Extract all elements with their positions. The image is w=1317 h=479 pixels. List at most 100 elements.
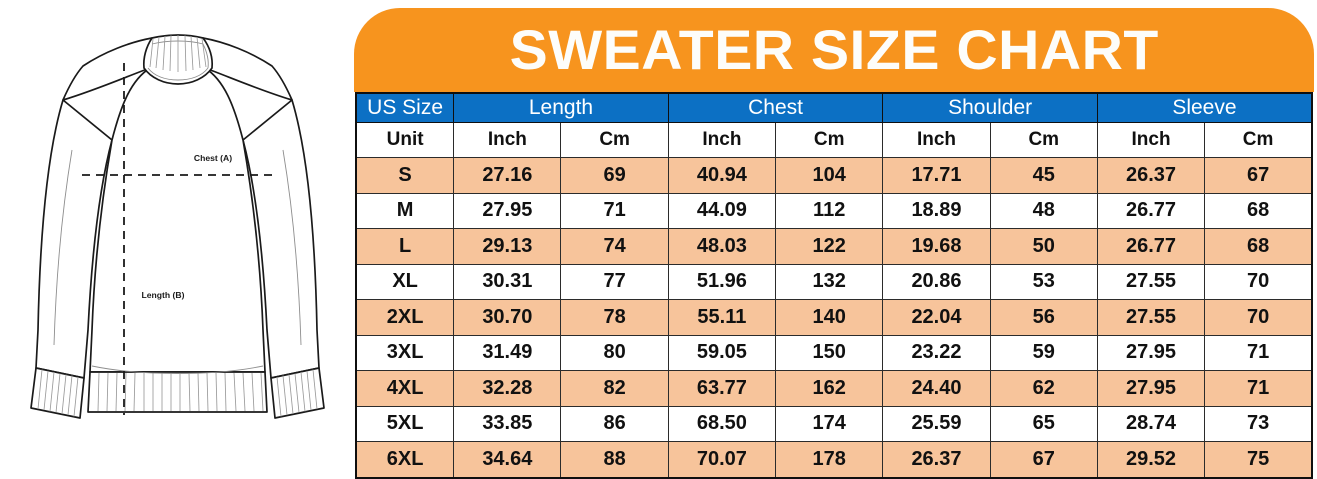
- table-row: L 29.13 74 48.03 122 19.68 50 26.77 68: [355, 228, 1313, 265]
- unit-header-shoulder-inch: Inch: [882, 122, 991, 158]
- cell-size: 2XL: [355, 299, 455, 336]
- cell-shoulder-cm: 56: [989, 299, 1098, 336]
- cell-sleeve-inch: 27.95: [1096, 334, 1206, 371]
- cell-chest-inch: 70.07: [667, 441, 777, 478]
- cell-sleeve-inch: 28.74: [1096, 405, 1206, 442]
- table-row: XL 30.31 77 51.96 132 20.86 53 27.55 70: [355, 263, 1313, 300]
- cell-shoulder-cm: 65: [989, 405, 1098, 442]
- cell-chest-cm: 132: [775, 263, 884, 300]
- unit-header-chest-cm: Cm: [775, 122, 884, 158]
- cell-length-cm: 69: [560, 157, 669, 194]
- cell-chest-cm: 178: [775, 441, 884, 478]
- group-header-row: US Size Length Chest Shoulder Sleeve: [355, 92, 1313, 123]
- cell-size: L: [355, 228, 455, 265]
- unit-header-sleeve-inch: Inch: [1096, 122, 1206, 158]
- cell-length-cm: 86: [560, 405, 669, 442]
- cell-size: M: [355, 192, 455, 229]
- cell-sleeve-cm: 67: [1204, 157, 1313, 194]
- cell-sleeve-inch: 26.77: [1096, 192, 1206, 229]
- cell-sleeve-cm: 68: [1204, 192, 1313, 229]
- group-header-sleeve: Sleeve: [1096, 92, 1313, 123]
- cell-length-cm: 82: [560, 370, 669, 407]
- cell-size: 5XL: [355, 405, 455, 442]
- cell-sleeve-inch: 27.55: [1096, 299, 1206, 336]
- cell-sleeve-cm: 68: [1204, 228, 1313, 265]
- unit-header-shoulder-cm: Cm: [989, 122, 1098, 158]
- chest-measure-label: Chest (A): [194, 153, 232, 163]
- cell-length-inch: 32.28: [453, 370, 562, 407]
- cell-shoulder-inch: 18.89: [882, 192, 991, 229]
- cell-chest-cm: 174: [775, 405, 884, 442]
- cell-shoulder-inch: 23.22: [882, 334, 991, 371]
- cell-size: 6XL: [355, 441, 455, 478]
- group-header-us-size: US Size: [355, 92, 455, 123]
- cell-sleeve-inch: 26.37: [1096, 157, 1206, 194]
- unit-header-length-inch: Inch: [453, 122, 562, 158]
- cell-chest-cm: 112: [775, 192, 884, 229]
- cell-chest-cm: 162: [775, 370, 884, 407]
- table-row: 2XL 30.70 78 55.11 140 22.04 56 27.55 70: [355, 299, 1313, 336]
- cell-sleeve-cm: 71: [1204, 334, 1313, 371]
- cell-length-inch: 31.49: [453, 334, 562, 371]
- cell-length-cm: 74: [560, 228, 669, 265]
- cell-chest-inch: 40.94: [667, 157, 777, 194]
- cell-chest-cm: 104: [775, 157, 884, 194]
- cell-shoulder-cm: 59: [989, 334, 1098, 371]
- sweater-illustration: Chest (A) Length (B): [0, 0, 352, 465]
- cell-shoulder-inch: 22.04: [882, 299, 991, 336]
- cell-chest-inch: 55.11: [667, 299, 777, 336]
- cell-length-cm: 78: [560, 299, 669, 336]
- cell-shoulder-cm: 67: [989, 441, 1098, 478]
- group-header-chest: Chest: [667, 92, 884, 123]
- cell-sleeve-cm: 73: [1204, 405, 1313, 442]
- cell-chest-inch: 68.50: [667, 405, 777, 442]
- cell-length-inch: 30.70: [453, 299, 562, 336]
- table-row: M 27.95 71 44.09 112 18.89 48 26.77 68: [355, 192, 1313, 229]
- cell-sleeve-inch: 29.52: [1096, 441, 1206, 478]
- cell-chest-cm: 122: [775, 228, 884, 265]
- unit-header-chest-inch: Inch: [667, 122, 777, 158]
- cell-length-inch: 29.13: [453, 228, 562, 265]
- cell-sleeve-cm: 70: [1204, 263, 1313, 300]
- cell-length-inch: 27.95: [453, 192, 562, 229]
- size-chart-table: US Size Length Chest Shoulder Sleeve Uni…: [355, 92, 1313, 479]
- table-row: 3XL 31.49 80 59.05 150 23.22 59 27.95 71: [355, 334, 1313, 371]
- cell-chest-inch: 63.77: [667, 370, 777, 407]
- cell-length-cm: 71: [560, 192, 669, 229]
- cell-chest-inch: 59.05: [667, 334, 777, 371]
- cell-chest-cm: 150: [775, 334, 884, 371]
- cell-sleeve-cm: 70: [1204, 299, 1313, 336]
- cell-length-inch: 33.85: [453, 405, 562, 442]
- size-chart-panel: SWEATER SIZE CHART US Size Length Chest …: [352, 0, 1317, 479]
- cell-chest-inch: 51.96: [667, 263, 777, 300]
- cell-sleeve-inch: 27.95: [1096, 370, 1206, 407]
- cell-length-cm: 77: [560, 263, 669, 300]
- cell-shoulder-cm: 50: [989, 228, 1098, 265]
- cell-shoulder-cm: 45: [989, 157, 1098, 194]
- cell-length-cm: 88: [560, 441, 669, 478]
- cell-size: 4XL: [355, 370, 455, 407]
- unit-header-row: Unit Inch Cm Inch Cm Inch Cm Inch Cm: [355, 122, 1313, 158]
- length-measure-label: Length (B): [142, 290, 185, 300]
- cell-shoulder-cm: 62: [989, 370, 1098, 407]
- cell-shoulder-inch: 24.40: [882, 370, 991, 407]
- cell-size: XL: [355, 263, 455, 300]
- cell-length-inch: 30.31: [453, 263, 562, 300]
- cell-sleeve-inch: 27.55: [1096, 263, 1206, 300]
- unit-header-length-cm: Cm: [560, 122, 669, 158]
- cell-size: 3XL: [355, 334, 455, 371]
- cell-sleeve-inch: 26.77: [1096, 228, 1206, 265]
- chart-banner: SWEATER SIZE CHART: [354, 8, 1314, 92]
- unit-header-unit: Unit: [355, 122, 455, 158]
- cell-chest-cm: 140: [775, 299, 884, 336]
- page-title: SWEATER SIZE CHART: [509, 18, 1159, 81]
- cell-length-inch: 34.64: [453, 441, 562, 478]
- cell-chest-inch: 48.03: [667, 228, 777, 265]
- table-row: 4XL 32.28 82 63.77 162 24.40 62 27.95 71: [355, 370, 1313, 407]
- cell-shoulder-inch: 17.71: [882, 157, 991, 194]
- cell-shoulder-cm: 53: [989, 263, 1098, 300]
- table-row: S 27.16 69 40.94 104 17.71 45 26.37 67: [355, 157, 1313, 194]
- cell-sleeve-cm: 75: [1204, 441, 1313, 478]
- table-row: 6XL 34.64 88 70.07 178 26.37 67 29.52 75: [355, 441, 1313, 478]
